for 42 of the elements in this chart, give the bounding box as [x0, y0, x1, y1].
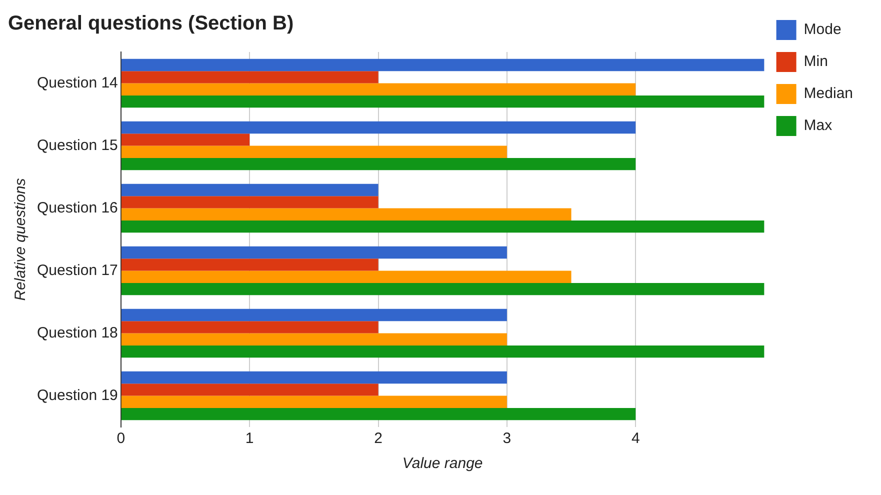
- bar: [121, 396, 507, 408]
- bar: [121, 384, 378, 396]
- x-tick-label: 4: [631, 430, 640, 448]
- x-tick-label: 3: [502, 430, 512, 448]
- bar: [121, 270, 572, 283]
- chart-title: General questions (Section B): [8, 12, 294, 35]
- bar: [121, 83, 636, 96]
- bar: [121, 121, 636, 134]
- bar: [121, 158, 636, 170]
- bar: [121, 246, 507, 259]
- bar: [121, 134, 250, 146]
- bar: [121, 146, 507, 158]
- legend-label: Min: [804, 53, 828, 70]
- x-tick-label: 1: [245, 430, 254, 448]
- y-tick-label: Question 15: [37, 136, 118, 154]
- y-tick-label: Question 16: [37, 199, 118, 216]
- bar: [121, 308, 507, 322]
- y-tick-label: Question 14: [37, 74, 118, 92]
- bar: [121, 196, 378, 208]
- bar: [121, 258, 378, 271]
- legend-label: Max: [804, 117, 833, 134]
- y-axis-title: Relative questions: [12, 178, 30, 301]
- bar: [121, 371, 507, 384]
- bar: [121, 58, 764, 72]
- bar: [121, 333, 507, 346]
- y-tick-label: Question 17: [37, 262, 118, 279]
- legend-label: Median: [804, 85, 854, 102]
- bar: [121, 95, 764, 108]
- bar: [121, 208, 572, 220]
- x-tick-label: 2: [374, 430, 382, 448]
- bar: [121, 282, 764, 296]
- x-axis-title: Value range: [402, 455, 483, 472]
- bar: [121, 321, 378, 334]
- y-tick-label: Question 19: [37, 386, 118, 404]
- y-tick-label: Question 18: [37, 324, 118, 342]
- bar: [121, 408, 636, 420]
- bar: [121, 71, 378, 84]
- bar: [121, 345, 764, 358]
- bar: [121, 220, 764, 233]
- bar: [121, 184, 378, 196]
- x-tick-label: 0: [116, 430, 126, 448]
- legend-label: Mode: [804, 21, 842, 38]
